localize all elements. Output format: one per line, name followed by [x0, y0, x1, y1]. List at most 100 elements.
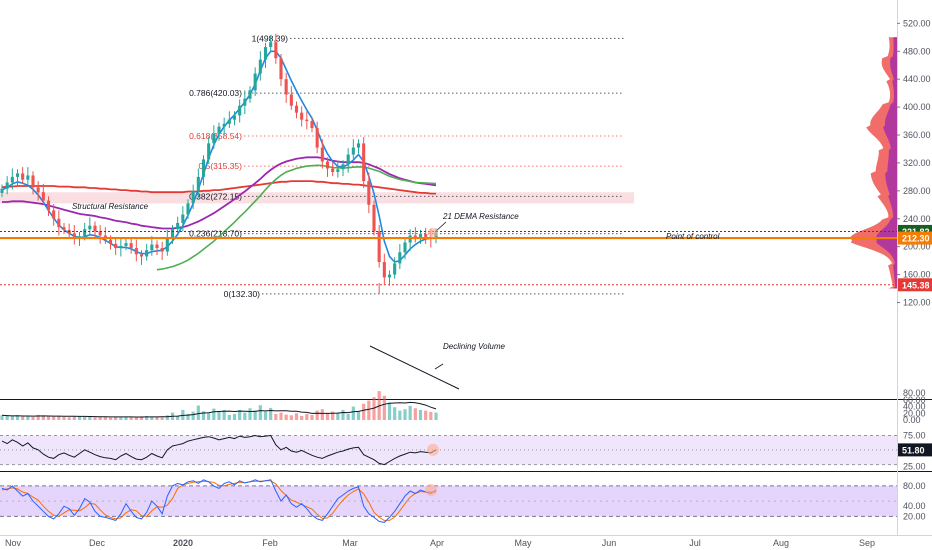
volume-bar: [21, 416, 25, 420]
price-tick-label: 360.00: [903, 130, 931, 140]
volume-bar: [331, 411, 335, 420]
candle-body: [72, 233, 76, 238]
volume-bar: [191, 411, 195, 420]
candle-body: [145, 250, 149, 257]
volume-bar: [160, 417, 164, 420]
volume-bar: [253, 410, 257, 420]
volume-bar: [387, 402, 392, 420]
candle-body: [377, 231, 381, 263]
rsi-tick-label: 25.00: [903, 462, 926, 472]
price-tick-label: 520.00: [903, 18, 931, 28]
candle-body: [196, 176, 200, 191]
fib-label: 0.5(315.35): [199, 161, 243, 171]
candle-body: [124, 243, 128, 246]
price-tick-label: 320.00: [903, 158, 931, 168]
volume-bar: [315, 410, 319, 420]
volume-bar: [238, 409, 242, 420]
candle-body: [362, 143, 366, 182]
time-tick-label: May: [514, 538, 532, 548]
volume-bar: [186, 413, 190, 420]
candle-body: [212, 133, 216, 144]
candle-body: [108, 239, 113, 244]
candle-body: [222, 123, 226, 127]
volume-bar: [269, 407, 273, 420]
volume-bars: [0, 345, 460, 420]
structural-resistance-zone: [0, 192, 634, 204]
volume-bar: [325, 413, 330, 420]
candle-body: [398, 252, 402, 264]
candle-body: [367, 181, 371, 205]
volume-bar: [88, 415, 92, 420]
candle-body: [62, 227, 66, 230]
candle-body: [5, 182, 9, 189]
candle-body: [310, 121, 314, 129]
volume-profile-buy: [876, 37, 897, 289]
volume-bar: [356, 411, 361, 420]
candle-body: [325, 161, 330, 169]
volume-bar: [424, 410, 428, 420]
candle-body: [424, 234, 428, 237]
candle-body: [243, 98, 247, 106]
volume-bar: [346, 413, 350, 420]
rsi-highlight: [427, 443, 439, 456]
candle-body: [382, 262, 386, 278]
volume-bar: [201, 411, 206, 420]
volume-bar: [108, 417, 113, 420]
volume-bar: [398, 410, 402, 420]
candle-body: [181, 214, 185, 223]
declining-volume-arrow: [434, 363, 444, 370]
volume-bar: [336, 412, 340, 420]
volume-bar: [300, 415, 304, 420]
candle-body: [331, 168, 335, 172]
candle-body: [300, 112, 304, 120]
volume-bar: [434, 412, 438, 420]
candle-body: [134, 248, 138, 255]
volume-bar: [124, 416, 128, 420]
candle-body: [294, 105, 299, 113]
price-tick-label: 440.00: [903, 74, 931, 84]
volume-bar: [232, 413, 237, 420]
volume-bar: [274, 413, 278, 420]
volume-bar: [57, 415, 61, 420]
volume-bar: [77, 416, 82, 420]
candle-body: [284, 79, 288, 95]
price-tick-label: 120.00: [903, 298, 931, 308]
candle-body: [170, 229, 175, 239]
candle-body: [114, 243, 118, 249]
price-badge-label: 145.38: [902, 280, 930, 290]
candle-body: [139, 254, 144, 257]
candle-body: [98, 231, 102, 236]
volume-bar: [150, 416, 154, 420]
volume-bar: [31, 416, 35, 420]
candle-body: [15, 173, 20, 177]
volume-bar: [418, 409, 423, 420]
time-tick-label: Jun: [602, 538, 617, 548]
candle-body: [93, 225, 97, 232]
candle-body: [393, 263, 397, 275]
volume-bar: [207, 413, 211, 420]
stoch-highlight: [425, 483, 437, 496]
candle-body: [418, 234, 423, 239]
rsi-badge-label: 51.80: [902, 445, 925, 455]
time-tick-label: Dec: [89, 538, 106, 548]
volume-bar: [83, 416, 87, 420]
volume-bar: [227, 414, 231, 420]
candle-body: [88, 225, 92, 230]
candle-body: [336, 169, 340, 172]
volume-bar: [217, 411, 221, 420]
volume-bar: [413, 408, 417, 420]
volume-bar: [176, 415, 180, 420]
volume-bar: [212, 408, 216, 420]
volume-bar: [145, 415, 149, 420]
annotation-declining-volume: Declining Volume: [443, 342, 506, 351]
volume-bar: [284, 414, 288, 420]
candle-body: [176, 222, 180, 230]
volume-bar: [248, 408, 252, 420]
volume-tick-label: 40.00: [903, 402, 926, 412]
volume-bar: [429, 411, 433, 420]
candle-body: [21, 173, 25, 180]
volume-bar: [222, 409, 226, 420]
volume-bar: [52, 416, 56, 420]
price-badge-label: 212.30: [902, 234, 930, 244]
